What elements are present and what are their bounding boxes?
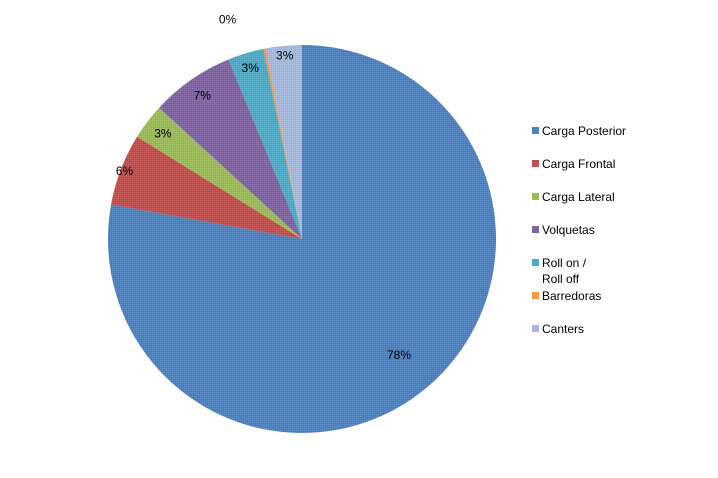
- pie-slice-texture: [107, 45, 496, 433]
- legend-label: Volquetas: [542, 223, 595, 237]
- legend-swatch: [532, 325, 539, 332]
- legend-swatch: [532, 193, 539, 200]
- legend-label: Canters: [542, 322, 584, 336]
- pie-data-label: 3%: [242, 61, 260, 75]
- pie-slice-texture: [228, 48, 302, 239]
- pie-slices: [107, 45, 496, 433]
- legend: Carga Posterior Carga Frontal Carga Latera…: [532, 124, 626, 336]
- legend-swatch: [532, 292, 539, 299]
- pie-slice-texture: [111, 136, 302, 239]
- legend-label: Carga Posterior: [542, 124, 626, 138]
- pie-data-labels: 78% 6% 3% 7% 3% 0% 3%: [116, 12, 412, 362]
- legend-swatch: [532, 127, 539, 134]
- pie-data-label: 6%: [116, 164, 134, 178]
- legend-label: Roll on / Roll off: [542, 256, 587, 286]
- pie-data-label: 7%: [194, 89, 212, 103]
- legend-label: Carga Frontal: [542, 157, 615, 171]
- legend-swatch: [532, 226, 539, 233]
- legend-swatch: [532, 259, 539, 266]
- pie-slice-texture: [263, 48, 302, 239]
- pie-data-label: 0%: [219, 12, 237, 26]
- legend-label: Barredoras: [542, 289, 601, 303]
- legend-swatch: [532, 160, 539, 167]
- legend-label: Carga Lateral: [542, 190, 615, 204]
- pie-data-label: 78%: [387, 348, 411, 362]
- pie-slice-texture: [137, 107, 302, 239]
- pie-slice-texture: [265, 45, 302, 239]
- pie-data-label: 3%: [154, 127, 172, 141]
- pie-slice-texture: [159, 59, 302, 240]
- pie-data-label: 3%: [276, 49, 294, 63]
